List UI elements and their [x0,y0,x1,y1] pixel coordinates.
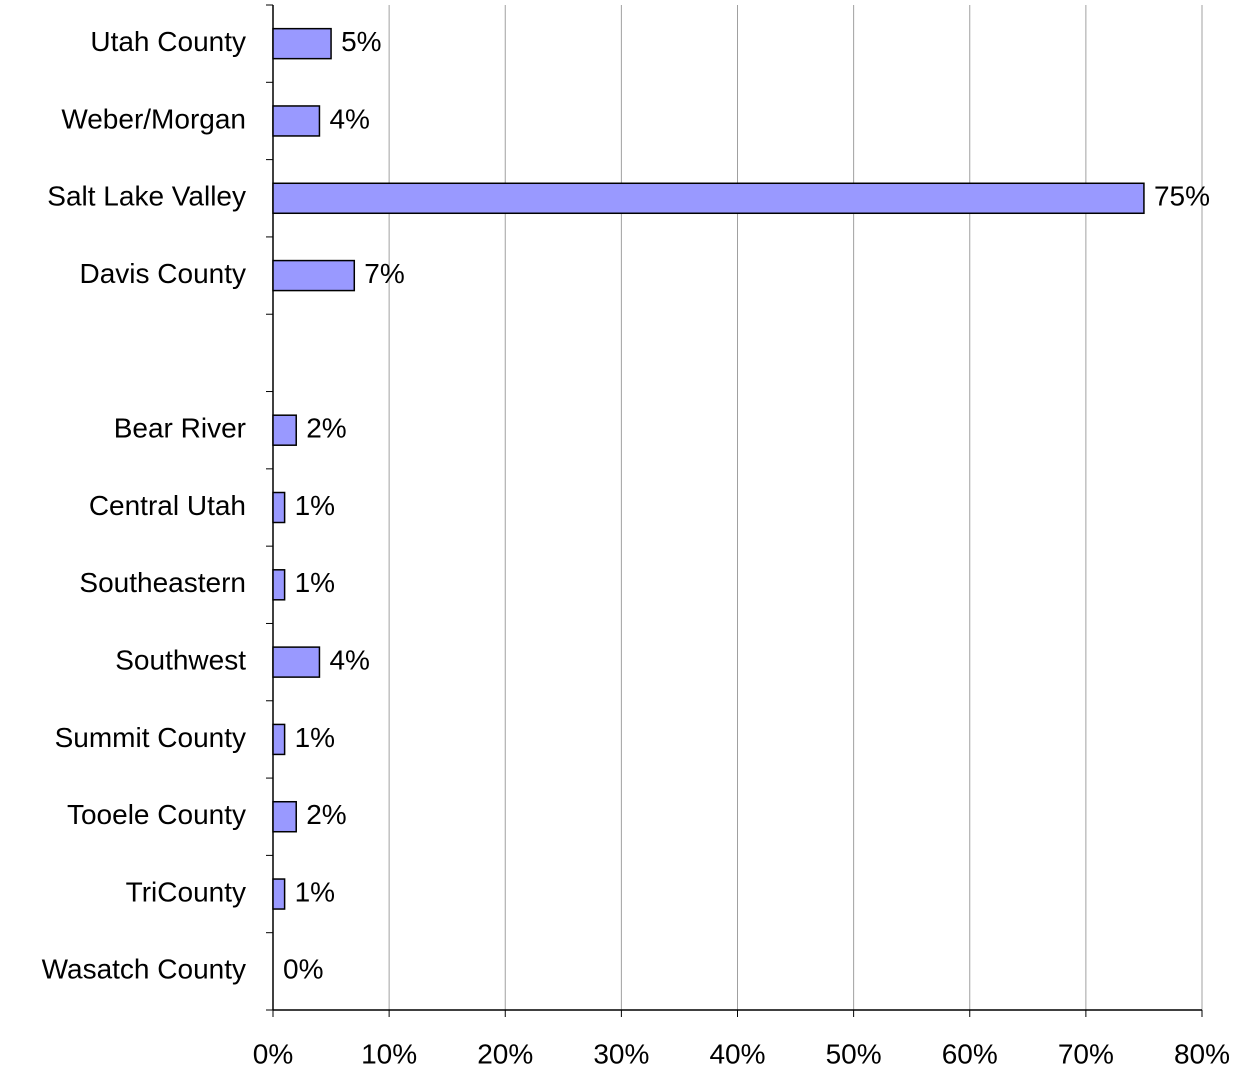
x-tick-label: 80% [1174,1038,1230,1069]
bar [272,646,321,678]
bar [272,723,286,756]
bar [272,259,356,292]
value-label: 1% [295,876,335,907]
y-tick-label: Central Utah [89,490,246,521]
value-label: 1% [295,490,335,521]
x-tick-label: 10% [361,1038,417,1069]
y-tick-label: Davis County [79,258,246,289]
bar [272,878,286,910]
x-tick-label: 40% [709,1038,765,1069]
x-tick-label: 70% [1058,1038,1114,1069]
bar [272,182,1145,215]
y-tick-label: Salt Lake Valley [47,181,246,212]
bar [272,414,297,446]
y-tick-label: Summit County [55,722,246,753]
y-tick-label: Utah County [90,26,246,57]
value-label: 7% [364,258,404,289]
bar [272,800,297,833]
bar [272,569,286,601]
x-tick-label: 60% [942,1038,998,1069]
value-label: 2% [306,413,346,444]
y-tick-label: Southwest [115,645,246,676]
x-tick-label: 20% [477,1038,533,1069]
bar [272,491,286,524]
y-tick-label: TriCounty [126,876,246,907]
bar [272,105,321,137]
value-label: 2% [306,799,346,830]
x-tick-label: 0% [253,1038,293,1069]
value-label: 4% [329,103,369,134]
y-tick-label: Weber/Morgan [61,103,246,134]
y-tick-label: Wasatch County [42,954,246,985]
value-label: 75% [1154,181,1210,212]
y-tick-label: Tooele County [67,799,246,830]
bar [272,27,332,60]
value-label: 1% [295,567,335,598]
value-label: 1% [295,722,335,753]
x-tick-label: 30% [593,1038,649,1069]
x-tick-label: 50% [826,1038,882,1069]
value-label: 0% [283,954,323,985]
y-tick-label: Bear River [114,413,246,444]
value-label: 5% [341,26,381,57]
y-tick-label: Southeastern [79,567,246,598]
value-label: 4% [329,645,369,676]
